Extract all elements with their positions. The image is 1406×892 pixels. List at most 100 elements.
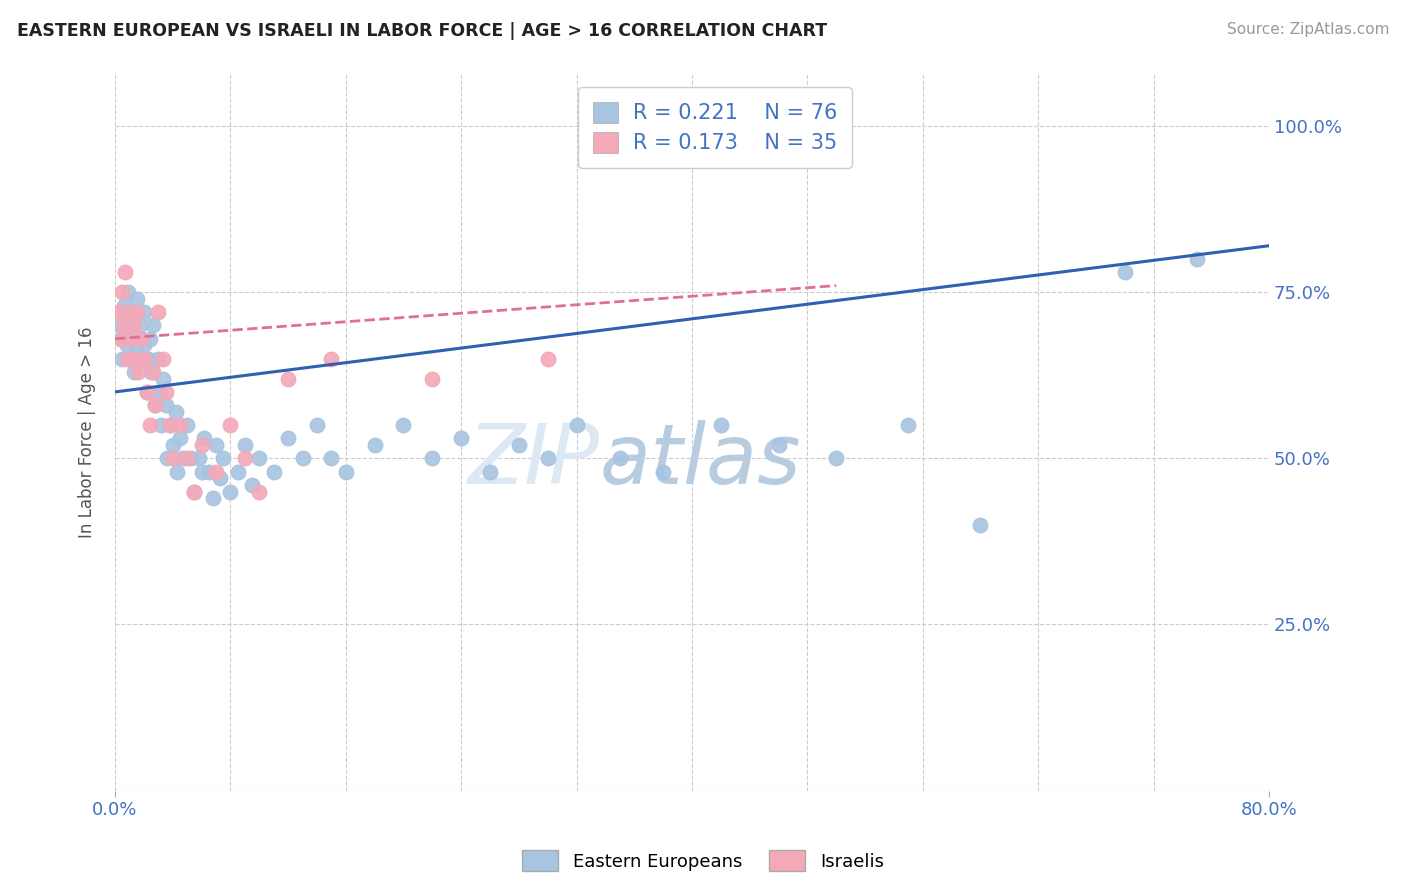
Point [247, 484, 270, 499]
Point [135, 384, 157, 399]
Point [141, 365, 163, 379]
Point [209, 471, 232, 485]
Point [129, 332, 152, 346]
Point [129, 332, 152, 346]
Point [166, 465, 188, 479]
Point [108, 318, 131, 333]
Point [121, 318, 143, 333]
Point [479, 465, 502, 479]
Point [118, 305, 141, 319]
Point [305, 418, 328, 433]
Point [111, 351, 134, 366]
Point [132, 351, 155, 366]
Point [129, 351, 152, 366]
Point [277, 432, 299, 446]
Point [132, 305, 155, 319]
Point [710, 418, 733, 433]
Point [108, 305, 131, 319]
Point [233, 451, 256, 466]
Point [609, 451, 631, 466]
Point [114, 305, 136, 319]
Point [187, 451, 209, 466]
Point [392, 418, 415, 433]
Point [450, 432, 472, 446]
Point [152, 351, 174, 366]
Point [537, 451, 560, 466]
Point [537, 351, 560, 366]
Text: Source: ZipAtlas.com: Source: ZipAtlas.com [1226, 22, 1389, 37]
Point [152, 371, 174, 385]
Point [768, 438, 790, 452]
Point [652, 465, 675, 479]
Point [825, 451, 848, 466]
Legend: R = 0.221    N = 76, R = 0.173    N = 35: R = 0.221 N = 76, R = 0.173 N = 35 [578, 87, 852, 168]
Point [155, 384, 177, 399]
Point [135, 384, 157, 399]
Point [183, 484, 205, 499]
Point [291, 451, 314, 466]
Point [897, 418, 920, 433]
Point [138, 418, 160, 433]
Point [121, 351, 143, 366]
Point [136, 351, 159, 366]
Point [176, 451, 198, 466]
Point [114, 265, 136, 279]
Point [1114, 265, 1136, 279]
Point [148, 305, 170, 319]
Point [139, 365, 162, 379]
Point [150, 418, 173, 433]
Point [115, 351, 138, 366]
Point [162, 438, 184, 452]
Point [159, 418, 181, 433]
Point [277, 371, 299, 385]
Point [233, 438, 256, 452]
Point [156, 451, 179, 466]
Point [148, 351, 170, 366]
Point [183, 484, 205, 499]
Point [190, 438, 212, 452]
Point [122, 318, 145, 333]
Point [110, 332, 132, 346]
Point [159, 418, 181, 433]
Point [145, 398, 167, 412]
Point [132, 338, 155, 352]
Point [172, 451, 194, 466]
Point [226, 465, 249, 479]
Point [120, 351, 142, 366]
Point [162, 451, 184, 466]
Point [169, 418, 191, 433]
Point [219, 484, 242, 499]
Point [127, 365, 149, 379]
Point [240, 478, 263, 492]
Point [193, 432, 215, 446]
Point [115, 338, 138, 352]
Point [145, 398, 167, 412]
Point [565, 418, 588, 433]
Point [197, 465, 219, 479]
Text: atlas: atlas [600, 420, 801, 501]
Point [190, 465, 212, 479]
Point [212, 451, 235, 466]
Point [263, 465, 285, 479]
Point [508, 438, 530, 452]
Point [138, 332, 160, 346]
Point [321, 351, 343, 366]
Point [169, 432, 191, 446]
Point [141, 318, 163, 333]
Point [1185, 252, 1208, 266]
Point [202, 491, 225, 506]
Point [111, 285, 134, 300]
Point [205, 438, 228, 452]
Point [165, 405, 187, 419]
Point [117, 305, 139, 319]
Y-axis label: In Labor Force | Age > 16: In Labor Force | Age > 16 [79, 326, 96, 538]
Point [420, 451, 443, 466]
Point [110, 332, 132, 346]
Text: ZIP: ZIP [468, 420, 600, 501]
Point [205, 465, 228, 479]
Point [112, 299, 135, 313]
Point [125, 292, 148, 306]
Point [180, 451, 202, 466]
Point [112, 318, 135, 333]
Point [125, 338, 148, 352]
